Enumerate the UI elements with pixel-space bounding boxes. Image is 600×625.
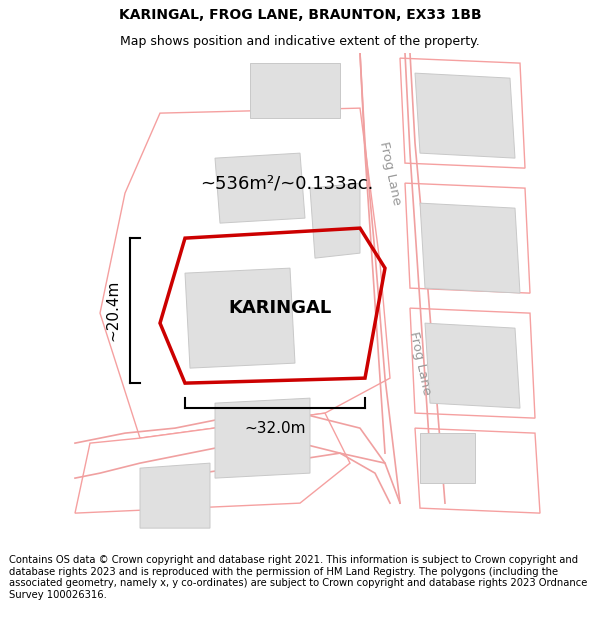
Text: Contains OS data © Crown copyright and database right 2021. This information is : Contains OS data © Crown copyright and d… bbox=[9, 555, 587, 600]
Polygon shape bbox=[420, 433, 475, 483]
Polygon shape bbox=[405, 183, 530, 293]
Polygon shape bbox=[100, 108, 390, 438]
Polygon shape bbox=[140, 463, 210, 528]
Text: Frog Lane: Frog Lane bbox=[407, 330, 433, 396]
Text: Frog Lane: Frog Lane bbox=[377, 140, 403, 206]
Polygon shape bbox=[415, 428, 540, 513]
Polygon shape bbox=[185, 268, 295, 368]
Polygon shape bbox=[215, 398, 310, 478]
Polygon shape bbox=[410, 308, 535, 418]
Text: ~536m²/~0.133ac.: ~536m²/~0.133ac. bbox=[200, 174, 373, 192]
Polygon shape bbox=[215, 153, 305, 223]
Polygon shape bbox=[425, 323, 520, 408]
Polygon shape bbox=[310, 183, 360, 258]
Text: KARINGAL, FROG LANE, BRAUNTON, EX33 1BB: KARINGAL, FROG LANE, BRAUNTON, EX33 1BB bbox=[119, 8, 481, 22]
Text: KARINGAL: KARINGAL bbox=[229, 299, 332, 317]
Polygon shape bbox=[400, 58, 525, 168]
Text: ~20.4m: ~20.4m bbox=[105, 280, 120, 341]
Polygon shape bbox=[420, 203, 520, 293]
Polygon shape bbox=[250, 63, 340, 118]
Polygon shape bbox=[75, 413, 350, 513]
Text: Map shows position and indicative extent of the property.: Map shows position and indicative extent… bbox=[120, 35, 480, 48]
Text: ~32.0m: ~32.0m bbox=[244, 421, 306, 436]
Polygon shape bbox=[415, 73, 515, 158]
